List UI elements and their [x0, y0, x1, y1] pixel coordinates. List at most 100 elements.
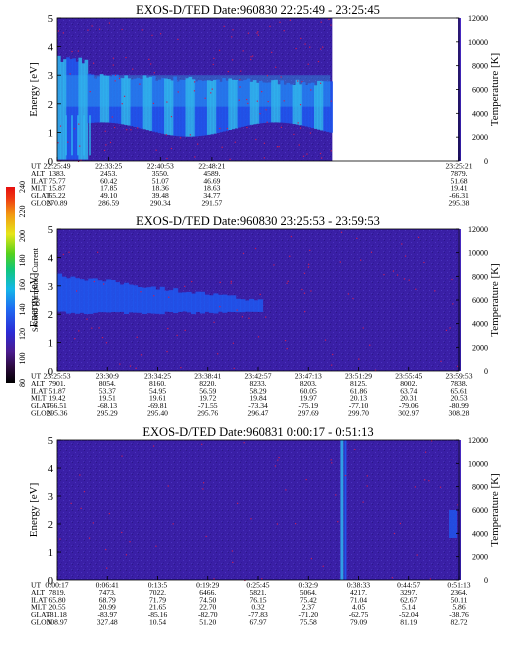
colorbar-tick-label: 160 [18, 279, 27, 291]
table-row-label: ALT [31, 588, 45, 597]
table-cell: 4589. [203, 169, 220, 178]
noise-dot [166, 101, 168, 103]
noise-dot [324, 339, 327, 341]
table-cell: 7022. [149, 588, 166, 597]
temperature-tick-label: 10000 [468, 249, 488, 258]
band-column [231, 79, 236, 130]
table-cell: 18.63 [203, 184, 220, 193]
band-column [112, 74, 116, 124]
table-cell: 20.99 [99, 603, 116, 612]
table-cell: 23:34:25 [144, 372, 171, 381]
noise-dot [223, 25, 225, 27]
noise-dot [148, 58, 150, 60]
colorbar-tick-label: 140 [18, 304, 27, 316]
noise-dot [265, 109, 267, 111]
table-cell: 23:51:29 [345, 372, 372, 381]
noise-dot [106, 567, 108, 569]
table-cell: 17.85 [100, 184, 117, 193]
table-cell: 308.97 [47, 618, 68, 627]
band-column [240, 299, 246, 313]
noise-dot [213, 578, 215, 580]
noise-dot [301, 288, 303, 291]
noise-dot [121, 103, 123, 105]
table-cell: 3297. [400, 588, 417, 597]
band-column [213, 293, 219, 314]
noise-dot [278, 146, 280, 148]
noise-dot [119, 363, 121, 365]
noise-dot [132, 68, 134, 70]
noise-dot [416, 554, 418, 556]
noise-dot [230, 280, 232, 283]
noise-dot [70, 502, 72, 504]
noise-dot [77, 50, 79, 52]
noise-dot [155, 545, 157, 547]
energy-tick-label: 1 [48, 128, 53, 139]
band-column [274, 79, 278, 123]
noise-dot [304, 311, 306, 313]
edge-patch [449, 510, 457, 538]
noise-dot [299, 127, 302, 129]
noise-dot [230, 282, 232, 284]
table-cell: 296.47 [248, 409, 269, 418]
temperature-tick-label: 2000 [472, 133, 488, 142]
table-cell: 20.53 [450, 394, 467, 403]
panel-title: EXOS-D/TED Date:960830 22:25:49 - 23:25:… [136, 3, 380, 17]
noise-dot [92, 522, 94, 524]
noise-dot [108, 513, 110, 515]
band-spike [71, 115, 73, 156]
noise-dot [423, 479, 426, 481]
noise-dot [114, 126, 116, 129]
colorbar-gradient [6, 187, 15, 383]
band-column [177, 292, 183, 312]
noise-dot [166, 157, 168, 160]
colorbar-label: Second Harmonic Current [31, 247, 40, 332]
table-cell: 23:55:45 [395, 372, 422, 381]
band-column [191, 79, 196, 137]
noise-dot [231, 59, 234, 61]
band-column [304, 84, 309, 127]
band-column [92, 278, 98, 313]
band-column [310, 82, 315, 129]
table-cell: 20.31 [400, 394, 417, 403]
noise-dot [193, 81, 196, 83]
noise-dot [330, 150, 332, 152]
noise-dot [93, 62, 95, 64]
noise-dot [257, 34, 259, 36]
band-column [253, 300, 259, 312]
table-cell: -81.18 [47, 610, 67, 619]
noise-dot [79, 474, 81, 476]
table-cell: 34.77 [203, 191, 220, 200]
noise-dot [374, 369, 377, 371]
noise-dot [71, 50, 73, 53]
energy-tick-label: 1 [48, 548, 53, 559]
noise-dot [112, 57, 115, 59]
colorbar-tick-label: 180 [18, 255, 27, 267]
data-table: UTALTILATMLTGLATGLON0:00:177819.65.8020.… [31, 576, 471, 627]
noise-dot [221, 146, 223, 148]
table-cell: 7879. [450, 169, 467, 178]
band-column [271, 80, 275, 123]
table-cell: -79.06 [399, 401, 419, 410]
noise-dot [366, 485, 368, 487]
table-cell: 58.29 [249, 386, 266, 395]
spectrogram [57, 18, 333, 162]
temperature-tick-label: 2000 [472, 553, 488, 562]
band-column [240, 80, 245, 127]
band-column [97, 280, 103, 313]
table-cell: 74.50 [199, 595, 216, 604]
noise-dot [255, 138, 257, 141]
band-column [118, 77, 122, 124]
noise-dot [57, 30, 60, 32]
noise-dot [67, 141, 69, 143]
table-cell: 2453. [100, 169, 117, 178]
noise-dot [284, 339, 287, 342]
table-row-label: GLAT [31, 191, 51, 200]
band-column [231, 295, 237, 313]
band-column [280, 80, 285, 123]
band-column [186, 291, 192, 313]
noise-dot [266, 121, 268, 123]
noise-dot [287, 280, 289, 282]
band-column [244, 300, 250, 312]
noise-dot [210, 92, 212, 94]
